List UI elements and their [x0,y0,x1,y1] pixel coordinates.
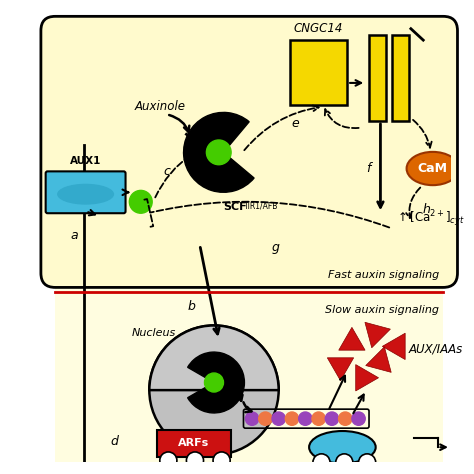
Circle shape [129,191,152,213]
Text: h: h [422,203,430,216]
Text: b: b [187,300,195,313]
Circle shape [206,140,231,165]
Polygon shape [356,365,379,391]
Circle shape [186,452,203,469]
Text: AUX/IAAs: AUX/IAAs [409,343,463,356]
Circle shape [246,412,259,425]
Text: e: e [291,118,299,130]
Wedge shape [149,326,279,390]
Circle shape [336,454,353,471]
Circle shape [338,412,352,425]
Text: Fast auxin signaling: Fast auxin signaling [328,270,439,280]
Bar [55,273,443,464]
Text: a: a [70,228,78,242]
Text: d: d [110,435,118,448]
Text: Slow auxin signaling: Slow auxin signaling [326,304,439,315]
Polygon shape [328,358,354,381]
Circle shape [299,412,312,425]
Polygon shape [365,322,391,348]
Circle shape [312,412,325,425]
Text: g: g [272,241,280,254]
Circle shape [204,373,224,392]
Circle shape [160,452,177,469]
Bar [392,36,409,121]
Polygon shape [339,328,365,350]
Ellipse shape [309,431,376,464]
Circle shape [149,326,279,455]
Bar [290,40,347,105]
Bar [369,36,386,121]
Circle shape [358,454,376,471]
Circle shape [352,412,365,425]
Text: AUX1: AUX1 [70,155,101,166]
Circle shape [213,452,230,469]
FancyBboxPatch shape [46,172,126,213]
Circle shape [313,454,330,471]
Text: f: f [366,162,371,175]
Text: CaM: CaM [418,162,448,175]
Text: TIR1/AFB: TIR1/AFB [245,202,279,211]
Text: c: c [163,165,170,178]
Text: $\uparrow$[Ca$^{2+}$]$_{cyt}$: $\uparrow$[Ca$^{2+}$]$_{cyt}$ [395,209,465,229]
Circle shape [325,412,338,425]
Wedge shape [188,352,245,413]
Circle shape [259,412,272,425]
Text: CNGC14: CNGC14 [294,22,343,36]
Wedge shape [183,112,254,192]
FancyBboxPatch shape [41,16,457,287]
Ellipse shape [407,152,459,185]
Text: SCF: SCF [224,202,247,212]
Polygon shape [366,347,391,373]
Bar [157,430,231,457]
Text: Auxinole: Auxinole [135,100,186,113]
Circle shape [285,412,299,425]
Text: ARFs: ARFs [178,438,210,448]
Polygon shape [383,333,405,360]
Ellipse shape [57,184,114,205]
Text: Nucleus: Nucleus [131,328,175,338]
Circle shape [272,412,285,425]
